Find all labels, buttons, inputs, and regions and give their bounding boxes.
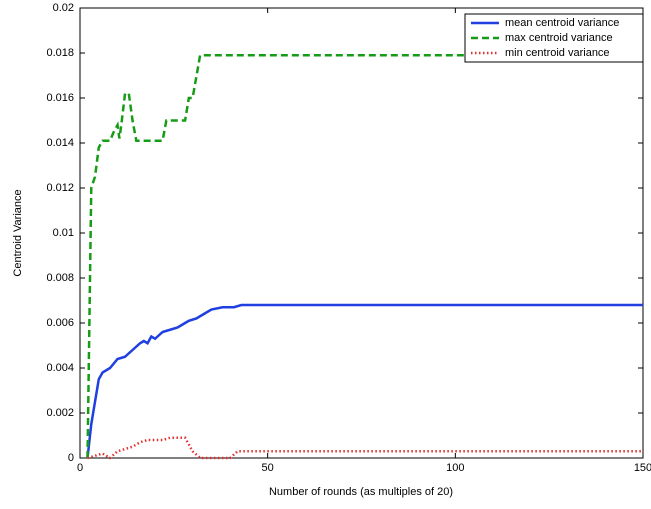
y-tick-label: 0.014 — [46, 137, 74, 149]
y-tick-label: 0.008 — [46, 272, 74, 284]
series-line — [86, 303, 643, 459]
y-tick-label: 0 — [68, 452, 74, 464]
x-tick-label: 0 — [77, 462, 83, 474]
x-tick-label: 150 — [634, 462, 651, 474]
y-tick-label: 0.012 — [46, 182, 74, 194]
y-tick-label: 0.02 — [53, 2, 74, 14]
x-tick-label: 50 — [262, 462, 274, 474]
series-line — [86, 54, 643, 459]
legend-label: max centroid variance — [505, 32, 613, 44]
y-axis-label: Centroid Variance — [12, 189, 24, 276]
x-tick-label: 100 — [446, 462, 464, 474]
legend-label: mean centroid variance — [505, 17, 619, 29]
y-tick-label: 0.004 — [46, 362, 74, 374]
plot-frame — [79, 7, 644, 459]
series-line — [87, 436, 643, 460]
x-axis-label: Number of rounds (as multiples of 20) — [269, 486, 453, 498]
y-tick-label: 0.01 — [53, 227, 74, 239]
y-tick-label: 0.016 — [46, 92, 74, 104]
legend-label: min centroid variance — [505, 47, 610, 59]
y-tick-label: 0.006 — [46, 317, 74, 329]
y-tick-label: 0.002 — [46, 407, 74, 419]
y-tick-label: 0.018 — [46, 47, 74, 59]
